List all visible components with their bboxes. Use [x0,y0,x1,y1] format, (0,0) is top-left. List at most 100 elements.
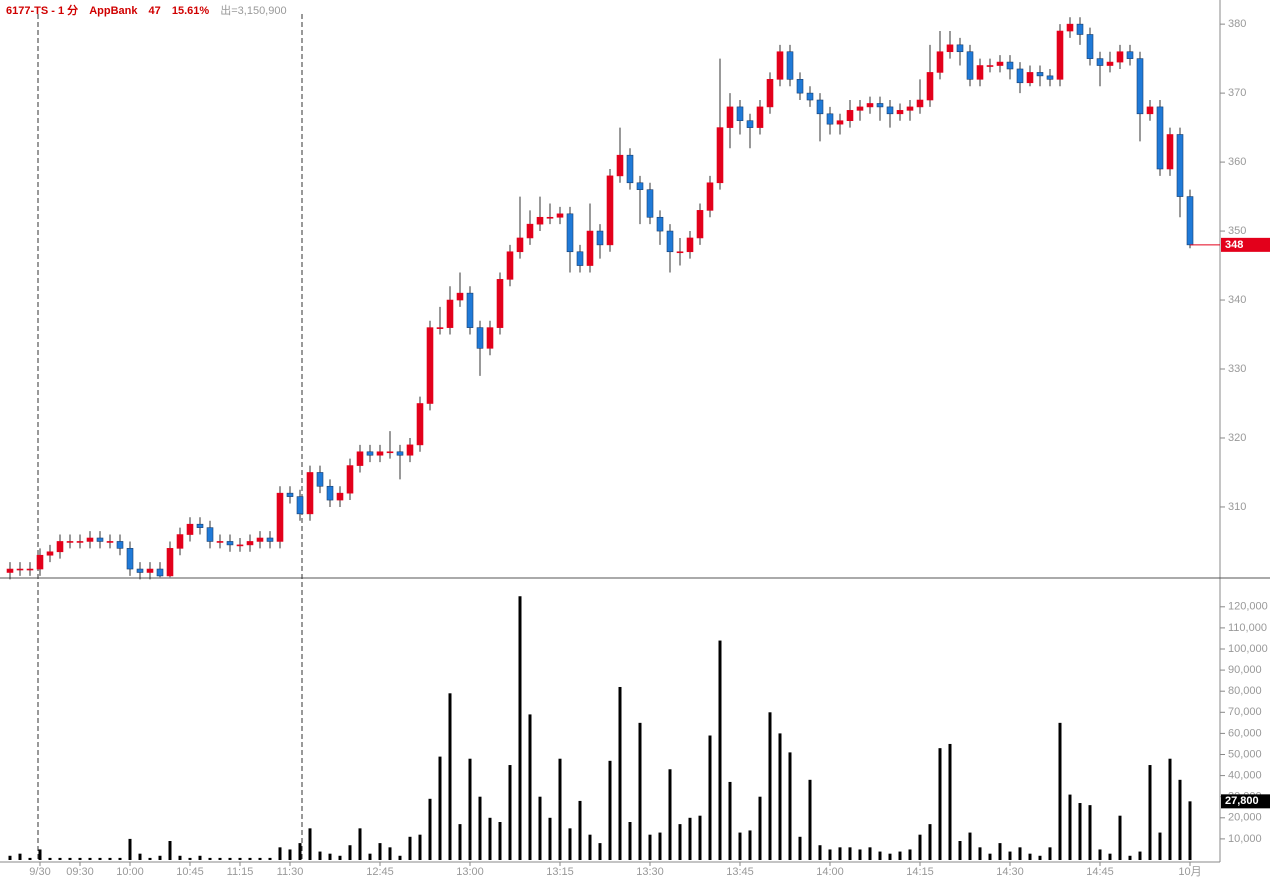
y-tick-label: 330 [1228,363,1246,375]
candle-body [456,292,464,301]
volume-bar [138,853,142,860]
candle-body [956,44,964,53]
volume-bar [488,817,492,860]
candle-body [146,568,154,573]
candle-body [676,251,684,254]
candle-body [306,472,314,515]
candle-body [416,403,424,446]
candle-body [776,51,784,80]
volume-bar [658,832,662,860]
candle-body [936,51,944,73]
candle-body [276,492,284,542]
volume-bar [968,832,972,860]
candle-body [726,106,734,128]
volume-bar [1128,855,1132,860]
volume-bar [288,849,292,860]
volume-bar [428,798,432,860]
volume-bar [848,847,852,860]
volume-bar [1158,832,1162,860]
volume-bar [1188,801,1192,860]
y2-tick-label: 80,000 [1228,685,1262,697]
volume-bar [388,847,392,860]
volume-bar [758,796,762,860]
x-tick-label: 14:15 [906,866,934,878]
x-tick-label: 10:00 [116,866,144,878]
volume-bar [38,849,42,860]
y2-tick-label: 90,000 [1228,664,1262,676]
candle-body [586,230,594,266]
candle-body [1046,75,1054,80]
volume-bar [348,845,352,860]
volume-bar [268,857,272,860]
candle-body [466,292,474,328]
x-tick-label: 11:30 [277,866,304,878]
volume-bar [598,843,602,860]
volume-bar [1148,765,1152,860]
volume-bar [538,796,542,860]
candle-body [1156,106,1164,170]
volume-bar [918,834,922,860]
candle-body [326,485,334,501]
volume-bar [1018,847,1022,860]
candle-body [1066,23,1074,32]
candle-body [526,223,534,239]
x-tick-label: 13:00 [456,866,484,878]
candle-body [646,189,654,218]
volume-bar [748,830,752,860]
y2-tick-label: 110,000 [1228,622,1267,634]
volume-bar [498,822,502,860]
volume-bar [208,857,212,860]
volume-bar [58,857,62,860]
volume-bar [868,847,872,860]
candle-body [1026,72,1034,84]
volume-bar [508,765,512,860]
candle-body [316,472,324,487]
candle-body [206,527,214,542]
volume-bar [478,796,482,860]
candle-body [476,327,484,349]
y2-tick-label: 100,000 [1228,643,1268,655]
volume-bar [878,851,882,860]
y-tick-label: 360 [1228,156,1246,168]
candle-body [766,79,774,108]
volume-bar [588,834,592,860]
candle-body [916,99,924,108]
volume-bar [68,857,72,860]
volume-bar [888,853,892,860]
candle-body [216,541,224,543]
y-tick-label: 340 [1228,294,1246,306]
volume-bar [958,841,962,860]
volume-bar [698,815,702,860]
candle-body [556,213,564,218]
volume-bar [978,847,982,860]
volume-bar [18,853,22,860]
candle-body [626,154,634,184]
volume-bar [558,758,562,860]
candle-body [366,451,374,456]
volume-bar [908,849,912,860]
name: AppBank [89,5,138,17]
volume-total: 出=3,150,900 [220,3,286,17]
candle-body [176,534,184,549]
volume-bar [828,849,832,860]
candle-body [566,213,574,253]
volume-bar [1048,847,1052,860]
change-pct: 15.61% [172,5,210,17]
candle-body [686,237,694,253]
volume-bar [1138,851,1142,860]
volume-bar [178,855,182,860]
candle-body [76,541,84,543]
volume-bar [628,822,632,860]
x-tick-label: 13:15 [546,866,574,878]
candle-body [1126,51,1134,59]
candle-body [386,451,394,454]
volume-bar [608,760,612,860]
volume-bar [1118,815,1122,860]
candle-body [606,175,614,246]
volume-bar [358,828,362,860]
candle-body [236,544,244,547]
volume-bar [278,847,282,860]
candle-body [1116,51,1124,63]
candle-body [376,451,384,456]
